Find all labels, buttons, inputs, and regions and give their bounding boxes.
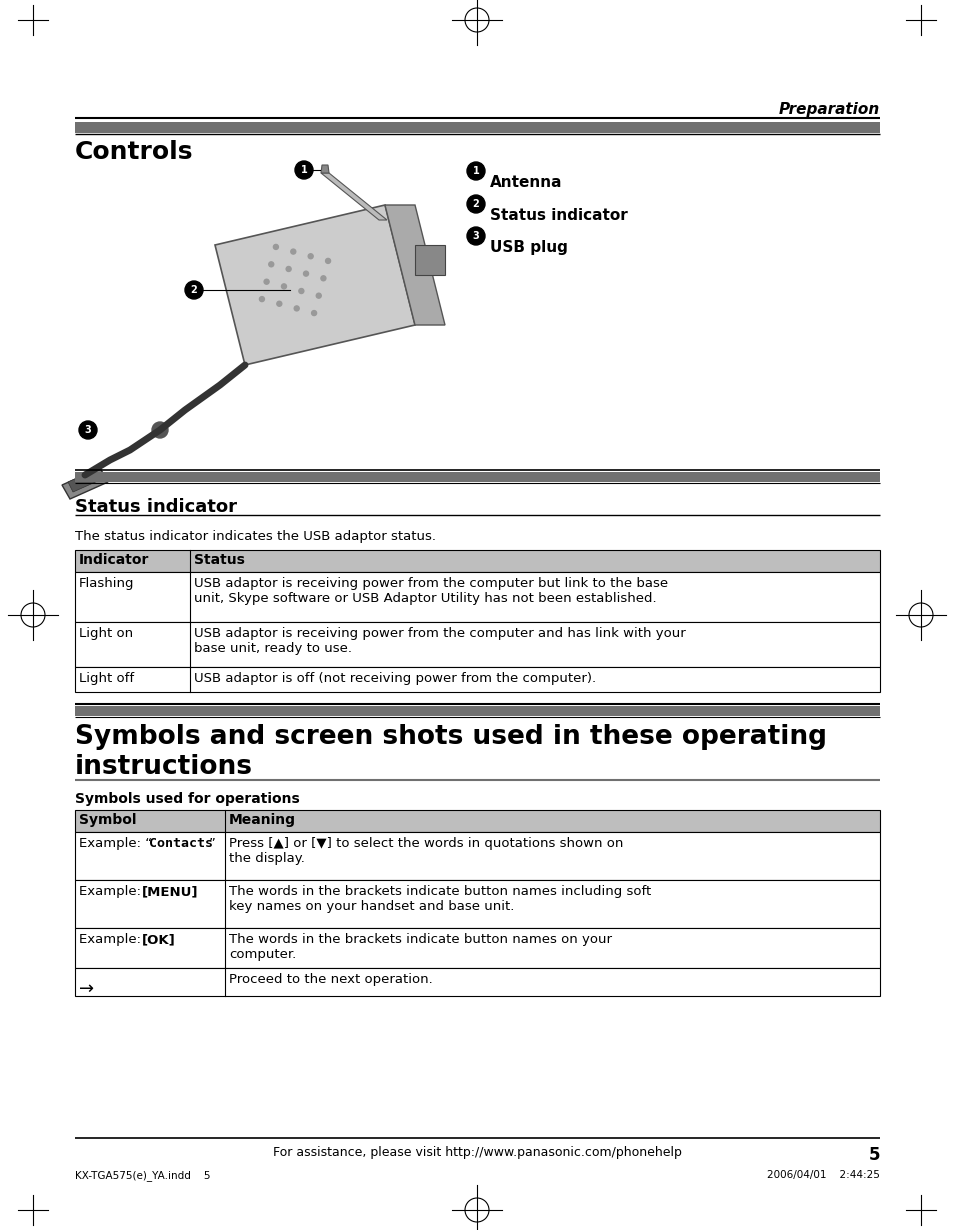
Circle shape: [276, 301, 281, 306]
Circle shape: [467, 228, 484, 245]
Text: Antenna: Antenna: [490, 175, 562, 189]
Text: 2006/04/01    2:44:25: 2006/04/01 2:44:25: [766, 1170, 879, 1180]
Text: Controls: Controls: [75, 140, 193, 164]
Text: USB plug: USB plug: [490, 240, 567, 255]
Circle shape: [291, 250, 295, 255]
Polygon shape: [68, 470, 100, 492]
Text: 2: 2: [472, 199, 478, 209]
Text: [OK]: [OK]: [142, 934, 175, 946]
Bar: [75, 968, 879, 996]
Circle shape: [269, 262, 274, 267]
Circle shape: [467, 162, 484, 180]
Bar: [75, 811, 879, 831]
Text: Proceed to the next operation.: Proceed to the next operation.: [229, 973, 433, 986]
Text: For assistance, please visit http://www.panasonic.com/phonehelp: For assistance, please visit http://www.…: [273, 1146, 680, 1159]
Circle shape: [286, 267, 291, 272]
Circle shape: [303, 271, 308, 277]
Text: →: →: [79, 980, 94, 998]
Text: Flashing: Flashing: [79, 577, 134, 590]
Polygon shape: [320, 165, 329, 173]
Bar: [75, 550, 879, 572]
Circle shape: [467, 196, 484, 213]
Circle shape: [79, 421, 97, 439]
Polygon shape: [415, 245, 444, 276]
Text: 3: 3: [85, 426, 91, 435]
Text: Status indicator: Status indicator: [75, 498, 236, 517]
Polygon shape: [62, 467, 108, 499]
Circle shape: [185, 280, 203, 299]
Bar: [75, 572, 879, 622]
Bar: [75, 667, 879, 692]
Circle shape: [259, 296, 264, 301]
Text: Symbol: Symbol: [79, 813, 136, 827]
Text: Preparation: Preparation: [778, 102, 879, 117]
Text: 5: 5: [867, 1146, 879, 1164]
Text: Example:: Example:: [79, 886, 145, 898]
Circle shape: [152, 422, 168, 438]
Text: Example:: Example:: [79, 934, 145, 946]
Text: instructions: instructions: [75, 754, 253, 780]
Polygon shape: [385, 205, 444, 325]
Circle shape: [315, 293, 321, 298]
Bar: [75, 831, 879, 879]
Text: The status indicator indicates the USB adaptor status.: The status indicator indicates the USB a…: [75, 530, 436, 542]
Bar: [75, 122, 879, 133]
Circle shape: [281, 284, 286, 289]
Text: Example: “: Example: “: [79, 836, 152, 850]
Text: Symbols and screen shots used in these operating: Symbols and screen shots used in these o…: [75, 724, 826, 750]
Circle shape: [312, 310, 316, 316]
Text: Light on: Light on: [79, 627, 133, 640]
Text: Status indicator: Status indicator: [490, 208, 627, 223]
Text: Light off: Light off: [79, 672, 134, 685]
Circle shape: [274, 245, 278, 250]
Polygon shape: [320, 173, 387, 220]
Text: KX-TGA575(e)_YA.indd    5: KX-TGA575(e)_YA.indd 5: [75, 1170, 211, 1181]
Circle shape: [294, 306, 299, 311]
Circle shape: [308, 253, 313, 258]
Text: The words in the brackets indicate button names on your
computer.: The words in the brackets indicate butto…: [229, 934, 612, 961]
Text: Symbols used for operations: Symbols used for operations: [75, 792, 299, 806]
Text: The words in the brackets indicate button names including soft
key names on your: The words in the brackets indicate butto…: [229, 886, 651, 913]
Bar: [75, 879, 879, 927]
Bar: [75, 622, 879, 667]
Circle shape: [320, 276, 326, 280]
Circle shape: [298, 289, 304, 294]
Bar: [75, 706, 879, 716]
Text: USB adaptor is receiving power from the computer and has link with your
base uni: USB adaptor is receiving power from the …: [193, 627, 685, 656]
Text: 2: 2: [191, 285, 197, 295]
Bar: [75, 472, 879, 482]
Text: Meaning: Meaning: [229, 813, 295, 827]
Text: USB adaptor is receiving power from the computer but link to the base
unit, Skyp: USB adaptor is receiving power from the …: [193, 577, 667, 605]
Text: 3: 3: [472, 231, 478, 241]
Text: 1: 1: [472, 166, 478, 176]
Bar: [75, 927, 879, 968]
Text: [MENU]: [MENU]: [142, 886, 198, 898]
Text: Status: Status: [193, 554, 245, 567]
Circle shape: [264, 279, 269, 284]
Circle shape: [294, 161, 313, 180]
Text: ”: ”: [209, 836, 215, 850]
Circle shape: [325, 258, 331, 263]
Polygon shape: [214, 205, 415, 365]
Text: Contacts: Contacts: [149, 836, 213, 850]
Text: Indicator: Indicator: [79, 554, 150, 567]
Text: 1: 1: [300, 165, 307, 175]
Text: USB adaptor is off (not receiving power from the computer).: USB adaptor is off (not receiving power …: [193, 672, 596, 685]
Text: Press [▲] or [▼] to select the words in quotations shown on
the display.: Press [▲] or [▼] to select the words in …: [229, 836, 622, 865]
